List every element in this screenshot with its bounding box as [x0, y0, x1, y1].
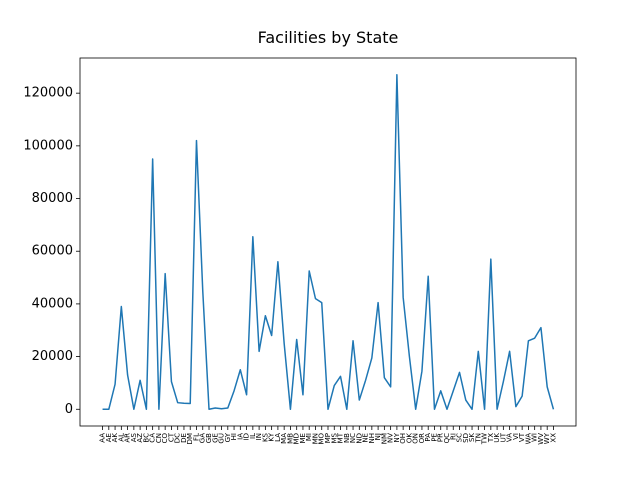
- x-tick-label: VT: [518, 432, 526, 442]
- x-tick-label: PR: [437, 433, 445, 442]
- x-tick-label: SC: [456, 433, 464, 442]
- x-tick-label: WA: [524, 433, 532, 445]
- x-tick-label: OR: [418, 433, 426, 444]
- x-tick-label: XX: [549, 433, 557, 443]
- x-tick-label: MT: [337, 432, 345, 443]
- y-tick-label: 120000: [23, 86, 73, 101]
- x-tick-label: OH: [399, 433, 407, 444]
- x-tick-label: MP: [324, 433, 332, 443]
- x-tick-label: PE: [430, 433, 438, 442]
- x-tick-label: NM: [380, 433, 388, 444]
- x-tick-label: SK: [468, 433, 476, 442]
- x-tick-label: PA: [424, 433, 432, 442]
- x-tick-label: MA: [280, 433, 288, 444]
- x-tick-label: TX: [487, 433, 495, 443]
- x-tick-label: IA: [236, 433, 244, 440]
- x-tick-label: GA: [199, 433, 207, 443]
- x-tick-label: TW: [481, 433, 489, 445]
- x-tick-label: NE: [362, 433, 370, 443]
- x-tick-label: WV: [537, 433, 545, 445]
- x-tick-label: AZ: [136, 433, 144, 443]
- x-tick-label: CO: [161, 433, 169, 444]
- chart-title: Facilities by State: [258, 28, 399, 47]
- x-tick-label: NH: [368, 433, 376, 444]
- x-tick-label: WY: [543, 432, 551, 444]
- x-tick-label: DE: [180, 433, 188, 443]
- x-tick-label: IN: [255, 433, 263, 440]
- y-tick-label: 60000: [32, 244, 73, 259]
- x-tick-label: NC: [349, 433, 357, 443]
- x-tick-label: ON: [412, 433, 420, 444]
- x-tick-label: GE: [211, 433, 219, 443]
- x-tick-label: UK: [493, 433, 501, 443]
- x-tick-label: AK: [111, 433, 119, 443]
- x-tick-label: NV: [387, 433, 395, 443]
- x-tick-label: RI: [449, 433, 457, 440]
- x-tick-label: AL: [117, 433, 125, 442]
- x-tick-label: MB: [286, 433, 294, 444]
- x-tick-label: OK: [405, 433, 413, 444]
- x-tick-label: AS: [130, 432, 138, 442]
- x-tick-label: MD: [293, 433, 301, 444]
- x-tick-label: DM: [186, 433, 194, 444]
- x-tick-label: UT: [499, 432, 507, 442]
- x-tick-label: MN: [311, 433, 319, 444]
- plot-frame: [79, 57, 577, 427]
- x-tick-label: BC: [142, 433, 150, 443]
- x-tick-label: SD: [462, 433, 470, 443]
- y-tick-label: 40000: [32, 296, 73, 311]
- x-tick-label: MS: [330, 432, 338, 443]
- x-tick-label: NJ: [374, 433, 382, 440]
- x-tick-label: TN: [474, 433, 482, 444]
- x-tick-label: KS: [261, 432, 269, 442]
- x-tick-label: LA: [274, 433, 282, 442]
- x-tick-label: WI: [531, 433, 539, 442]
- x-tick-label: QC: [443, 433, 451, 444]
- data-line: [102, 73, 555, 411]
- x-tick-label: AR: [124, 433, 132, 443]
- y-tick-label: 0: [65, 402, 73, 417]
- y-tick-label: 80000: [32, 191, 73, 206]
- x-tick-label: GU: [218, 433, 226, 444]
- x-tick-label: HI: [230, 433, 238, 440]
- x-tick-label: AE: [105, 433, 113, 442]
- x-tick-label: GY: [224, 432, 232, 442]
- x-tick-label: VI: [512, 433, 520, 440]
- x-tick-label: CN: [155, 433, 163, 443]
- x-tick-label: ID: [243, 433, 251, 440]
- x-tick-label: FL: [192, 433, 200, 441]
- y-tick-label: 20000: [32, 349, 73, 364]
- x-tick-label: VA: [506, 433, 514, 442]
- x-tick-label: DC: [174, 433, 182, 443]
- x-tick-label: NY: [393, 432, 401, 442]
- x-tick-label: ND: [355, 433, 363, 444]
- x-tick-label: MI: [305, 433, 313, 441]
- x-tick-label: MO: [318, 433, 326, 445]
- x-tick-label: AA: [99, 433, 107, 443]
- x-tick-label: CT: [167, 432, 175, 442]
- y-tick-label: 100000: [23, 138, 73, 153]
- x-tick-label: CA: [149, 433, 157, 443]
- x-tick-label: IL: [249, 433, 257, 439]
- x-tick-label: NB: [343, 433, 351, 443]
- x-tick-label: GB: [205, 433, 213, 443]
- x-tick-label: ME: [299, 433, 307, 443]
- x-tick-label: KY: [268, 432, 276, 441]
